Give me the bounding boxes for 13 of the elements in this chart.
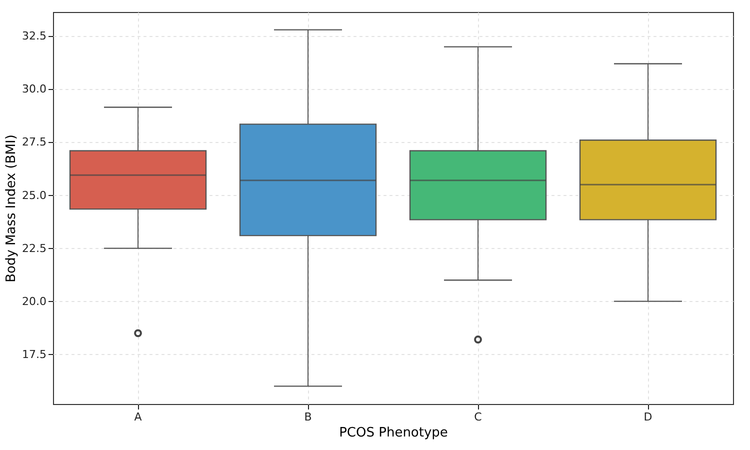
y-tick-label: 25.0 [22, 188, 46, 202]
y-axis-title: Body Mass Index (BMI) [4, 134, 20, 282]
x-tick-label: A [134, 410, 142, 424]
x-tick-label: B [304, 410, 312, 424]
x-tick-label: D [644, 410, 652, 424]
y-tick-label: 27.5 [22, 136, 46, 149]
y-tick-label: 22.5 [22, 242, 46, 255]
x-tick-label: C [474, 410, 482, 424]
y-tick-label: 32.5 [22, 30, 46, 43]
y-tick-label: 30.0 [22, 82, 46, 96]
y-tick-label: 17.5 [22, 348, 46, 361]
x-axis-title: PCOS Phenotype [339, 426, 448, 440]
y-tick-label: 20.0 [22, 294, 46, 308]
